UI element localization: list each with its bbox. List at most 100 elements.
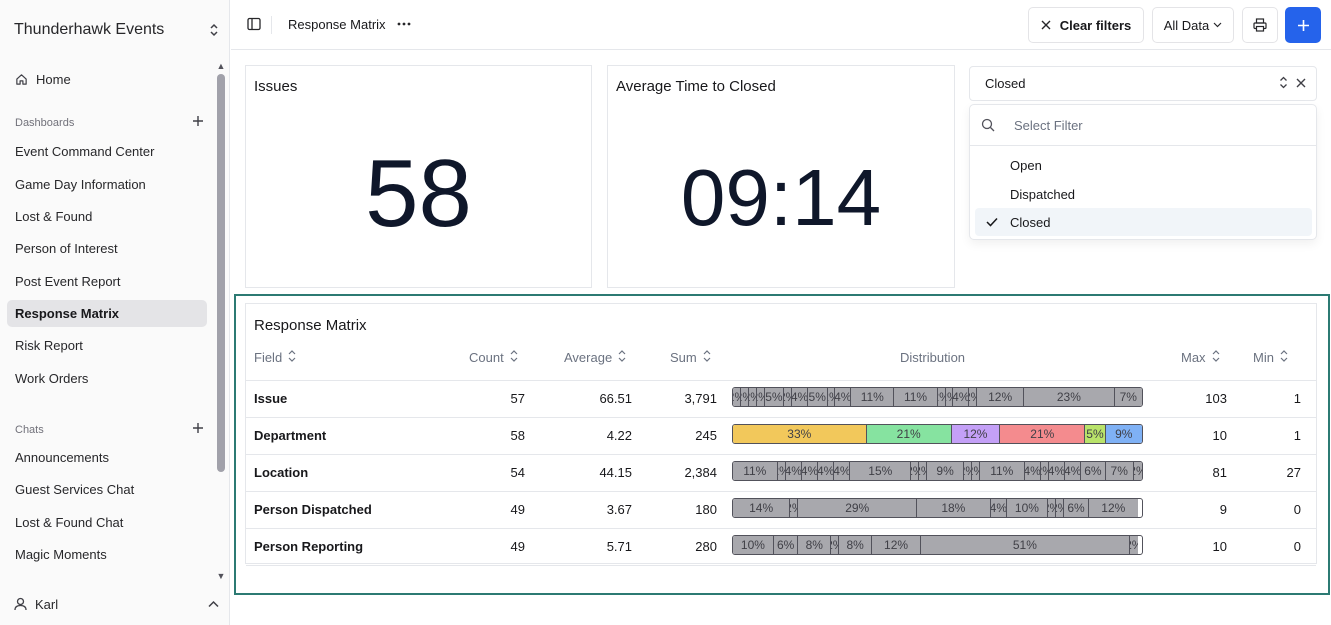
sidebar-item-person-of-interest[interactable]: Person of Interest (7, 235, 207, 262)
clear-filter-close-icon[interactable] (1296, 78, 1306, 88)
column-header-max[interactable]: Max (1181, 350, 1220, 365)
filter-option-open[interactable]: Open (975, 151, 1312, 179)
header-label: Max (1181, 350, 1206, 365)
sidebar-item-risk-report[interactable]: Risk Report (7, 332, 207, 359)
sidebar-item-label: Lost & Found Chat (15, 515, 124, 530)
filter-option-closed[interactable]: Closed (975, 208, 1312, 236)
table-row[interactable]: Person Reporting495.7128010010%6%8%2%8%1… (246, 528, 1316, 565)
distribution-segment: 2% (777, 462, 786, 480)
table-row[interactable]: Location5444.152,384812711%2%4%4%4%4%15%… (246, 454, 1316, 491)
distribution-segment: 15% (850, 462, 912, 480)
row-average: 5.71 (606, 539, 632, 554)
distribution-segment: 2% (756, 388, 765, 406)
add-button[interactable] (1285, 7, 1321, 43)
print-button[interactable] (1242, 7, 1278, 43)
distribution-segment: 12% (977, 388, 1025, 406)
sidebar-item-label: Home (36, 72, 71, 87)
distribution-segment: 4% (1024, 462, 1041, 480)
scroll-thumb[interactable] (217, 74, 225, 472)
distribution-segment: 2% (919, 462, 928, 480)
matrix-title: Response Matrix (254, 317, 367, 334)
more-icon[interactable] (394, 14, 414, 34)
distribution-segment: 4% (792, 388, 808, 406)
sort-icon (1212, 350, 1220, 365)
sort-icon (288, 350, 296, 365)
sidebar-item-label: Game Day Information (15, 177, 146, 192)
table-row[interactable]: Issue5766.513,79110312%2%2%2%5%2%4%5%2%4… (246, 380, 1316, 417)
sidebar-item-work-orders[interactable]: Work Orders (7, 365, 207, 392)
row-divider (246, 565, 1316, 566)
sidebar: Thunderhawk Events Home Dashboards Event… (0, 0, 230, 625)
column-header-sum[interactable]: Sum (670, 350, 711, 365)
distribution-segment: 6% (773, 536, 799, 554)
distribution-segment: 10% (733, 536, 774, 554)
table-row[interactable]: Person Dispatched493.671809014%2%29%18%4… (246, 491, 1316, 528)
distribution-segment: 6% (1064, 499, 1089, 517)
sidebar-item-lost-found-chat[interactable]: Lost & Found Chat (7, 509, 207, 536)
search-icon (981, 118, 995, 135)
filter-search-input[interactable]: Select Filter (970, 105, 1316, 146)
distribution-segment: 5% (1085, 425, 1106, 443)
distribution-segment: 4% (785, 462, 802, 480)
chevron-updown-icon[interactable] (1279, 76, 1288, 89)
sidebar-item-lost-found[interactable]: Lost & Found (7, 203, 207, 230)
distribution-segment: 2% (831, 536, 840, 554)
card-title: Issues (254, 78, 298, 95)
sidebar-item-post-event-report[interactable]: Post Event Report (7, 268, 207, 295)
column-header-field[interactable]: Field (254, 350, 296, 365)
distribution-segment: 11% (733, 462, 778, 480)
table-row[interactable]: Department 58 4.22 245 10 1 33% 21% 12% 21% 5% 9% (246, 417, 1316, 454)
option-label: Dispatched (1010, 186, 1076, 202)
all-data-label: All Data (1163, 17, 1210, 33)
sidebar-item-home[interactable]: Home (7, 66, 207, 93)
row-max: 81 (1212, 465, 1227, 480)
chats-section: Chats (15, 421, 205, 439)
distribution-bar: 10%6%8%2%8%12%51%2% (732, 535, 1143, 555)
sidebar-toggle-icon[interactable] (244, 14, 264, 34)
add-chat-plus-icon[interactable] (191, 421, 205, 439)
distribution-segment: 2% (1129, 536, 1138, 554)
sort-icon (510, 350, 518, 365)
column-header-average[interactable]: Average (564, 350, 626, 365)
sidebar-item-label: Post Event Report (15, 274, 121, 289)
user-menu[interactable]: Karl (14, 594, 219, 614)
distribution-segment: 11% (851, 388, 895, 406)
sidebar-scrollbar[interactable]: ▲ ▼ (216, 61, 226, 581)
distribution-segment: 2% (963, 462, 972, 480)
column-header-min[interactable]: Min (1253, 350, 1288, 365)
sort-icon (1280, 350, 1288, 365)
distribution-segment: 12% (951, 425, 1001, 443)
sort-icon (703, 350, 711, 365)
sidebar-item-guest-services-chat[interactable]: Guest Services Chat (7, 476, 207, 503)
row-average: 3.67 (606, 502, 632, 517)
distribution-segment: 4% (1048, 462, 1066, 480)
distribution-segment: 2% (971, 462, 980, 480)
sidebar-item-announcements[interactable]: Announcements (7, 444, 207, 471)
header-label: Field (254, 350, 283, 365)
row-field-label: Person Dispatched (254, 502, 372, 517)
distribution-segment: 11% (894, 388, 938, 406)
distribution-segment: 5% (764, 388, 785, 406)
column-header-count[interactable]: Count (469, 350, 518, 365)
filter-option-dispatched[interactable]: Dispatched (975, 180, 1312, 208)
sidebar-item-response-matrix[interactable]: Response Matrix (7, 300, 207, 327)
check-icon (986, 215, 998, 230)
clear-filters-button[interactable]: Clear filters (1028, 7, 1144, 43)
sidebar-item-game-day-information[interactable]: Game Day Information (7, 171, 207, 198)
sidebar-nav: Home Dashboards Event Command Center Gam… (0, 60, 214, 580)
sidebar-item-magic-moments[interactable]: Magic Moments (7, 541, 207, 568)
scroll-up-arrow-icon[interactable]: ▲ (216, 61, 226, 71)
row-min: 0 (1293, 539, 1301, 554)
all-data-select[interactable]: All Data (1152, 7, 1234, 43)
row-average: 44.15 (599, 465, 632, 480)
add-dashboard-plus-icon[interactable] (191, 114, 205, 132)
status-filter-select[interactable]: Closed (969, 66, 1317, 101)
row-divider (246, 491, 1316, 492)
workspace-switcher[interactable]: Thunderhawk Events (14, 20, 219, 40)
scroll-down-arrow-icon[interactable]: ▼ (216, 571, 226, 581)
distribution-segment: 12% (872, 536, 922, 554)
sidebar-item-event-command-center[interactable]: Event Command Center (7, 138, 207, 165)
section-label: Dashboards (15, 117, 75, 129)
divider (271, 16, 272, 34)
row-count: 58 (510, 428, 525, 443)
